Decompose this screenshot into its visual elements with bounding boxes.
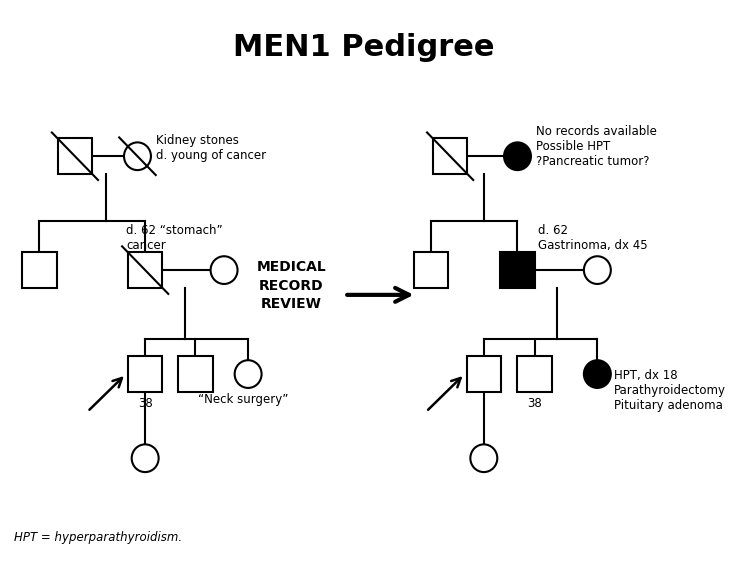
Circle shape	[211, 256, 238, 284]
Bar	[22, 252, 57, 288]
Bar	[466, 356, 501, 392]
Bar	[500, 252, 535, 288]
Circle shape	[235, 360, 262, 388]
Circle shape	[470, 445, 497, 472]
Text: HPT, dx 18
Parathyroidectomy
Pituitary adenoma: HPT, dx 18 Parathyroidectomy Pituitary a…	[614, 369, 726, 412]
Bar	[58, 138, 92, 174]
Text: MEDICAL
RECORD
REVIEW: MEDICAL RECORD REVIEW	[256, 260, 326, 311]
Circle shape	[584, 360, 610, 388]
Bar	[518, 356, 552, 392]
Circle shape	[504, 142, 531, 170]
Text: Kidney stones
d. young of cancer: Kidney stones d. young of cancer	[156, 134, 266, 162]
Circle shape	[132, 445, 159, 472]
Text: “Neck surgery”: “Neck surgery”	[198, 393, 289, 406]
Text: HPT = hyperparathyroidism.: HPT = hyperparathyroidism.	[14, 531, 182, 544]
Text: No records available
Possible HPT
?Pancreatic tumor?: No records available Possible HPT ?Pancr…	[536, 125, 657, 168]
Circle shape	[584, 256, 610, 284]
Bar	[128, 252, 163, 288]
Text: 38: 38	[138, 397, 152, 410]
Bar	[433, 138, 467, 174]
Circle shape	[124, 142, 151, 170]
Text: MEN1 Pedigree: MEN1 Pedigree	[232, 33, 494, 62]
Bar	[128, 356, 163, 392]
Text: d. 62
Gastrinoma, dx 45: d. 62 Gastrinoma, dx 45	[538, 224, 647, 252]
Bar	[413, 252, 448, 288]
Bar	[178, 356, 212, 392]
Text: 38: 38	[527, 397, 542, 410]
Text: d. 62 “stomach”
cancer: d. 62 “stomach” cancer	[126, 224, 223, 252]
